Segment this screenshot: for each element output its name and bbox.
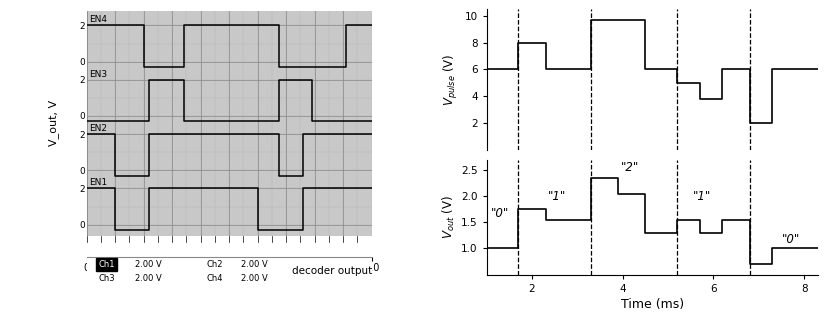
Y-axis label: $V_{pulse}$ (V): $V_{pulse}$ (V) bbox=[442, 53, 460, 106]
Text: V_out, V: V_out, V bbox=[48, 100, 59, 146]
Text: 2.00 V: 2.00 V bbox=[240, 260, 268, 269]
X-axis label: Time (ms): Time (ms) bbox=[620, 298, 684, 311]
Text: 2.00 V: 2.00 V bbox=[135, 274, 162, 283]
Text: 2.00 V: 2.00 V bbox=[135, 260, 162, 269]
X-axis label: time, μs: time, μs bbox=[206, 276, 252, 286]
Text: EN2: EN2 bbox=[89, 124, 107, 133]
Text: EN3: EN3 bbox=[89, 70, 107, 79]
Y-axis label: $V_{out}$ (V): $V_{out}$ (V) bbox=[441, 195, 457, 239]
Text: decoder output: decoder output bbox=[292, 266, 373, 276]
Text: Ch4: Ch4 bbox=[206, 274, 223, 283]
Text: "0": "0" bbox=[491, 207, 510, 220]
Text: Ch2: Ch2 bbox=[206, 260, 223, 269]
Text: 2.00 V: 2.00 V bbox=[240, 274, 268, 283]
Text: Ch1: Ch1 bbox=[98, 260, 115, 269]
Text: EN4: EN4 bbox=[89, 16, 107, 24]
Text: Ch3: Ch3 bbox=[98, 274, 115, 283]
Text: "2": "2" bbox=[620, 161, 638, 174]
Text: "1": "1" bbox=[693, 190, 711, 203]
Text: "1": "1" bbox=[548, 190, 566, 203]
Text: EN1: EN1 bbox=[89, 178, 107, 188]
Text: "0": "0" bbox=[781, 233, 800, 246]
